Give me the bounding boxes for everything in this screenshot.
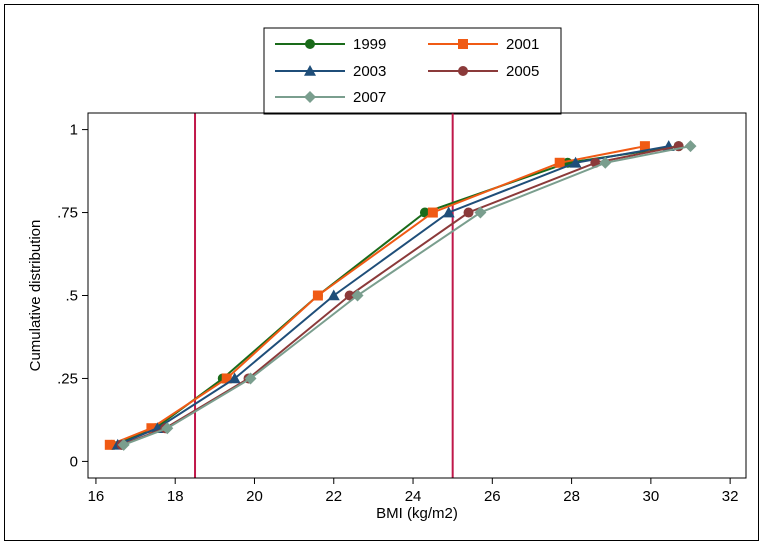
legend-marker: [458, 39, 468, 49]
data-point: [639, 141, 650, 152]
plot-area: [87, 112, 747, 479]
axes: 16 18 20 22 24 26 28 30 32 0 .25 .5 .75 1: [57, 112, 747, 505]
x-axis-title: BMI (kg/m2): [376, 505, 458, 522]
legend-item-2001: 2001: [428, 36, 539, 53]
series-line: [123, 145, 691, 446]
data-point: [312, 290, 323, 301]
y-tick-label: 0: [70, 453, 78, 470]
series-line: [121, 145, 679, 446]
data-point: [161, 422, 174, 435]
x-tick-label: 32: [722, 488, 739, 505]
data-point: [474, 206, 487, 219]
data-point: [221, 373, 232, 384]
data-point: [463, 207, 474, 218]
series-2007: [117, 140, 697, 451]
y-tick-label: 1: [70, 122, 78, 139]
legend-label: 2007: [353, 89, 386, 106]
reference-lines: [194, 113, 454, 478]
legend-item-2003: 2003: [275, 63, 386, 80]
data-point: [684, 140, 697, 153]
data-point: [569, 156, 582, 168]
data-point: [104, 439, 115, 450]
legend-marker: [305, 39, 315, 49]
legend-marker: [458, 66, 468, 76]
data-point: [344, 290, 355, 301]
data-point: [427, 207, 438, 218]
legend-label: 2003: [353, 63, 386, 80]
y-tick-label: .25: [57, 370, 78, 387]
x-tick-label: 28: [563, 488, 580, 505]
legend-item-2005: 2005: [428, 63, 539, 80]
y-tick-label: .5: [65, 288, 78, 305]
data-point: [327, 289, 340, 301]
data-point: [599, 156, 612, 169]
x-tick-label: 18: [167, 488, 184, 505]
x-tick-label: 22: [325, 488, 342, 505]
legend-label: 2005: [506, 63, 539, 80]
x-tick-label: 16: [88, 488, 105, 505]
series-line: [109, 145, 646, 446]
data-point: [228, 372, 241, 384]
legend-label: 1999: [353, 36, 386, 53]
data-point: [554, 157, 565, 168]
legend-item-1999: 1999: [275, 36, 386, 53]
series-line: [117, 145, 669, 446]
legend: 1999 2001 2003 2005 2007: [263, 27, 562, 115]
x-tick-label: 20: [246, 488, 263, 505]
y-axis-title: Cumulative distribution: [27, 220, 44, 372]
x-tick-label: 24: [405, 488, 422, 505]
legend-marker: [304, 65, 316, 76]
y-tick-label: .75: [57, 205, 78, 222]
x-tick-label: 26: [484, 488, 501, 505]
data-point: [117, 438, 130, 451]
series-1999: [106, 141, 684, 450]
series-line: [111, 145, 679, 446]
data-point: [351, 289, 364, 302]
series-2003: [111, 140, 675, 450]
data-point: [442, 206, 455, 218]
data-point: [419, 207, 430, 218]
legend-item-2007: 2007: [275, 89, 386, 106]
legend-label: 2001: [506, 36, 539, 53]
x-tick-label: 30: [643, 488, 660, 505]
data-point: [146, 423, 157, 434]
series-2001: [104, 141, 650, 450]
series-2005: [116, 141, 684, 450]
series-lines: [104, 140, 697, 451]
legend-marker: [304, 91, 316, 103]
data-point: [244, 372, 257, 385]
